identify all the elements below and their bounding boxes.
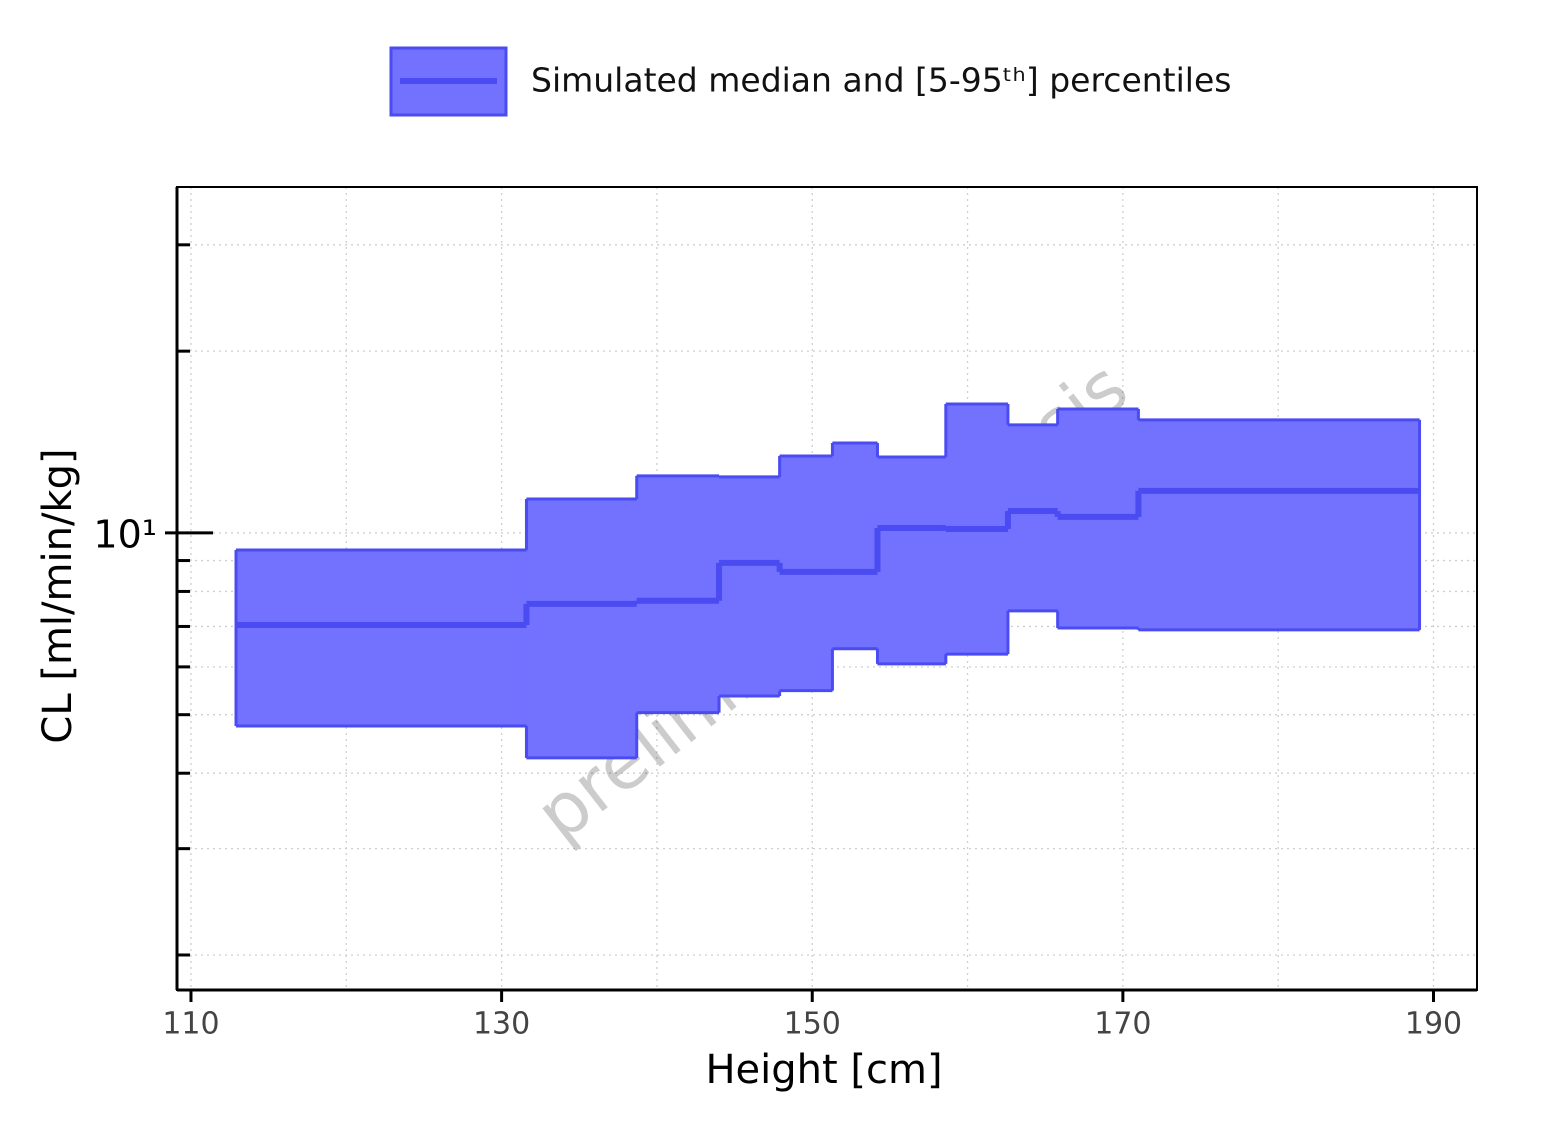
band-step — [526, 498, 638, 759]
band-step — [1138, 419, 1420, 631]
x-tick-label: 110 — [162, 1007, 219, 1042]
y-axis-title: CL [ml/min/kg] — [35, 448, 81, 743]
band-step — [832, 442, 878, 650]
x-tick-label: 130 — [473, 1007, 530, 1042]
x-tick-label: 190 — [1405, 1007, 1462, 1042]
band-step — [636, 475, 720, 714]
x-tick-label: 150 — [784, 1007, 841, 1042]
band-step — [1007, 424, 1059, 612]
x-tick-label: 170 — [1094, 1007, 1151, 1042]
legend-label: Simulated median and [5-95ᵗʰ] percentile… — [531, 61, 1231, 100]
band-step — [877, 456, 947, 665]
band-step — [718, 476, 781, 697]
band-step — [235, 549, 527, 727]
y-tick-label: 10¹ — [93, 512, 157, 556]
x-axis-title: Height [cm] — [705, 1047, 942, 1093]
